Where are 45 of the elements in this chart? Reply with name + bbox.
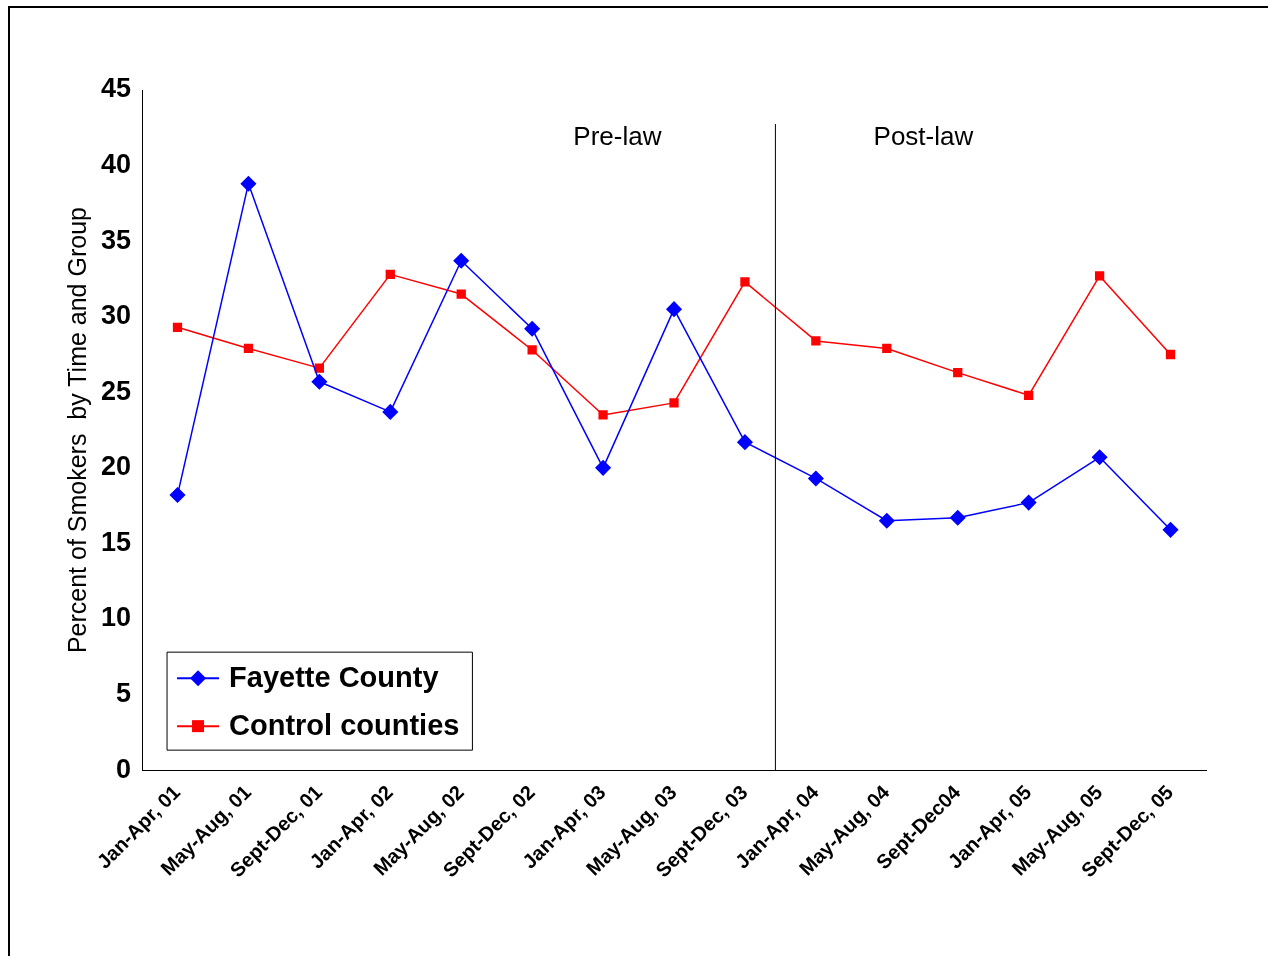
y-tick-label: 0 — [116, 753, 132, 784]
point — [453, 253, 469, 269]
y-tick-label: 20 — [100, 451, 132, 482]
point — [811, 336, 821, 346]
point — [456, 289, 466, 299]
point — [385, 269, 395, 280]
y-tick-label: 5 — [116, 678, 132, 709]
point — [808, 470, 824, 487]
y-tick-label: 25 — [100, 375, 132, 406]
point — [953, 368, 963, 378]
y-tick-label: 10 — [100, 602, 132, 633]
point — [169, 487, 186, 503]
point — [311, 373, 328, 390]
point — [172, 322, 183, 332]
point — [1020, 494, 1037, 511]
point — [737, 434, 753, 450]
y-tick-label: 15 — [100, 526, 132, 557]
point — [740, 277, 750, 287]
y-tick-label: 40 — [100, 149, 132, 180]
point — [243, 343, 254, 354]
point — [949, 509, 966, 526]
y-tick-label: 35 — [100, 224, 132, 255]
legend-label: Control counties — [229, 709, 460, 742]
annotation: Post-law — [873, 120, 974, 151]
point — [669, 398, 679, 408]
point — [595, 460, 611, 476]
point — [1024, 390, 1034, 400]
annotation: Pre-law — [573, 120, 662, 151]
point — [1165, 349, 1176, 360]
y-tick-label: 30 — [100, 300, 132, 331]
point — [1094, 271, 1105, 281]
point — [524, 321, 540, 337]
point — [1162, 522, 1179, 538]
point — [314, 363, 324, 373]
legend-label: Fayette County — [229, 661, 439, 694]
point — [527, 345, 537, 355]
point — [1091, 449, 1108, 466]
point — [879, 513, 895, 529]
point — [598, 410, 608, 420]
point — [882, 343, 892, 354]
point — [382, 404, 399, 420]
point — [666, 301, 682, 317]
y-tick-label: 45 — [100, 73, 132, 104]
y-axis-title: Percent of Smokers by Time and Group — [62, 207, 91, 654]
point — [240, 175, 257, 192]
